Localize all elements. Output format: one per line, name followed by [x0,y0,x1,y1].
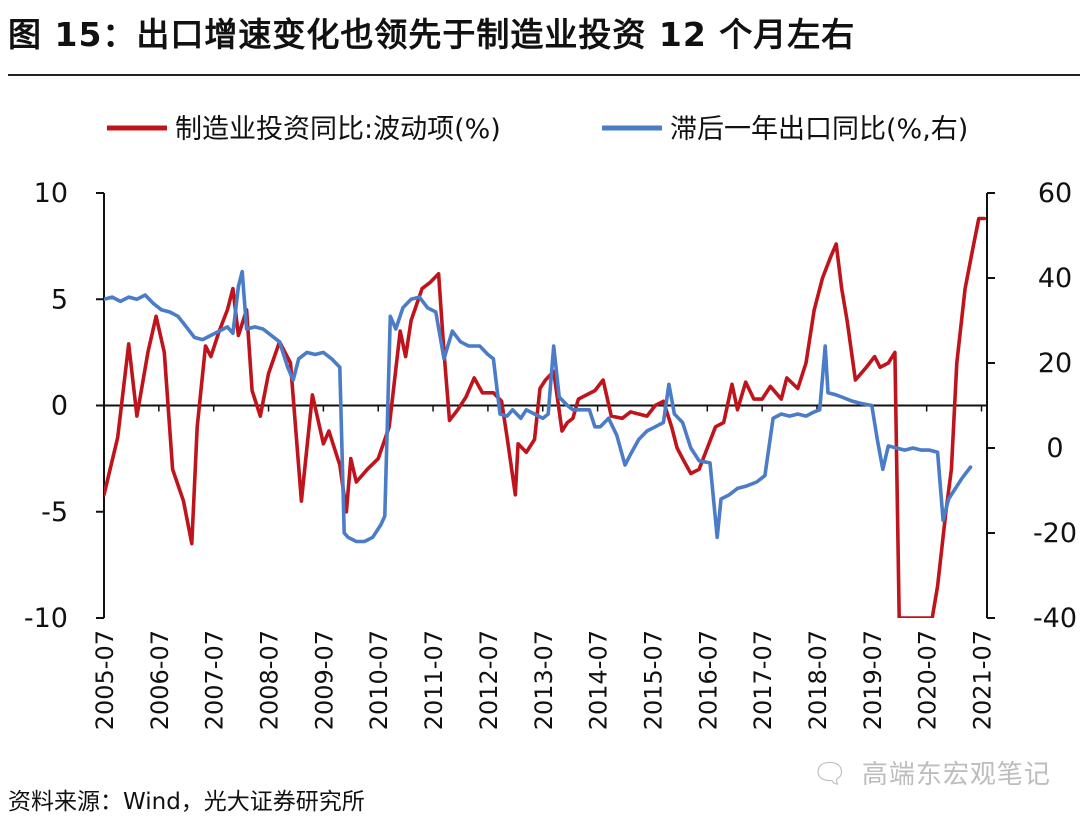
right-tick-label: 0 [1046,433,1063,464]
x-tick-label: 2017-07 [749,630,777,730]
x-tick-label: 2013-07 [530,630,558,730]
x-tick-label: 2009-07 [310,630,338,730]
source-note: 资料来源：Wind，光大证券研究所 [8,789,365,815]
left-tick-label: 10 [34,178,68,209]
x-tick-label: 2019-07 [859,630,887,730]
x-tick-label: 2021-07 [969,630,997,730]
right-tick-label: -20 [1033,518,1077,549]
plot-area [104,216,987,618]
left-tick-label: -5 [41,497,68,528]
title-divider [8,74,1080,76]
legend: 制造业投资同比:波动项(%) 滞后一年出口同比(%,右) [107,114,968,145]
x-tick-label: 2011-07 [420,630,448,730]
x-tick-label: 2020-07 [914,630,942,730]
wechat-icon: 🗨 [812,757,849,790]
chart-title: 图 15：出口增速变化也领先于制造业投资 12 个月左右 [8,15,856,54]
left-tick-label: 0 [51,391,68,422]
series-line-exports [104,269,973,544]
legend-label-exports: 滞后一年出口同比(%,右) [670,114,968,145]
axes: 10 5 0 -5 -10 60 40 20 0 -20 -40 2005-07 2006-07 2007… [24,178,1077,730]
legend-label-manufacturing: 制造业投资同比:波动项(%) [175,114,501,145]
x-tick-label: 2008-07 [256,630,284,730]
x-tick-label: 2018-07 [804,630,832,730]
right-tick-label: 60 [1038,178,1072,209]
x-tick-label: 2016-07 [694,630,722,730]
x-tick-label: 2007-07 [201,630,229,730]
right-tick-label: 20 [1038,348,1072,379]
left-tick-label: -10 [24,603,68,634]
x-tick-label: 2006-07 [146,630,174,730]
right-tick-label: -40 [1033,603,1077,634]
right-tick-label: 40 [1038,263,1072,294]
left-tick-label: 5 [51,284,68,315]
watermark: 🗨 高端东宏观笔记 [812,754,1051,791]
x-tick-label: 2005-07 [91,630,119,730]
x-tick-label: 2012-07 [475,630,503,730]
x-tick-label: 2010-07 [365,630,393,730]
x-tick-label: 2015-07 [639,630,667,730]
watermark-text: 高端东宏观笔记 [861,760,1051,790]
x-tick-label: 2014-07 [585,630,613,730]
